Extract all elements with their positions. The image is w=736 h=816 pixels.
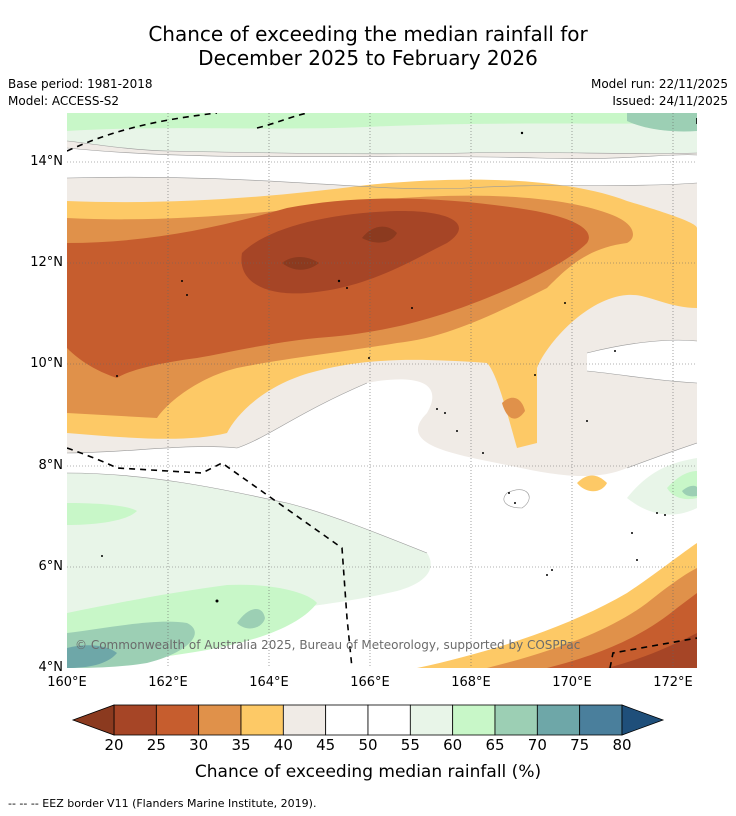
eez-footnote: -- -- -- EEZ border V11 (Flanders Marine… [8,797,317,810]
colorbar-cell [367,704,411,736]
colorbar-tick-label: 65 [485,736,505,754]
lon-label-166e: 166°E [350,675,390,690]
lon-label-170e: 170°E [552,675,592,690]
band-dark-orange-se [547,593,697,668]
colorbar-cell [494,704,538,736]
colorbar-tick-label: 80 [612,736,632,754]
copyright-notice: © Commonwealth of Australia 2025, Bureau… [75,638,581,652]
colorbar-cells [113,704,623,736]
colorbar-over-arrow [621,704,665,736]
lat-label-12n: 12°N [30,255,63,270]
colorbar-cell [198,704,242,736]
islands [101,131,666,603]
colorbar-cell [536,704,581,736]
colorbar-cell [325,704,369,736]
model-run: Model run: 22/11/2025 [590,77,728,91]
patch-blue-sw [67,645,117,668]
core-darkest-1 [362,226,397,243]
colorbar-tick-label: 20 [104,736,124,754]
graticule [67,113,697,668]
colorbar-cell [113,704,157,736]
eez-borders [67,113,697,668]
colorbar [71,704,665,736]
band-brown-se [607,633,697,668]
colorbar-title: Chance of exceeding median rainfall (%) [194,762,542,782]
lon-label-160e: 160°E [47,675,87,690]
title-line-2: December 2025 to February 2026 [198,46,538,70]
colorbar-tick-label: 25 [146,736,166,754]
patch-teal-mid [237,608,265,629]
colorbar-cell [155,704,200,736]
colorbar-tick-label: 60 [443,736,463,754]
colorbar-tick-label: 45 [316,736,336,754]
colorbar-under-arrow [71,704,115,736]
title-line-1: Chance of exceeding the median rainfall … [148,22,588,46]
rainfall-map: © Commonwealth of Australia 2025, Bureau… [67,113,697,668]
lon-label-164e: 164°E [249,675,289,690]
colorbar-tick-label: 50 [358,736,378,754]
colorbar-cell [409,704,454,736]
colorbar-tick-label: 30 [189,736,209,754]
patch-green-west [67,503,137,525]
map-svg [67,113,697,668]
colorbar-tick-label: 35 [231,736,251,754]
patch-light-green-east [627,458,697,515]
colorbar-cell [282,704,327,736]
lon-label-172e: 172°E [653,675,693,690]
base-period: Base period: 1981-2018 [8,77,153,91]
lon-label-168e: 168°E [451,675,491,690]
patch-teal-north [627,113,697,132]
colorbar-cell [579,704,623,736]
lat-label-4n: 4°N [38,660,64,675]
blob-yellow-2 [577,475,607,492]
colorbar-tick-label: 55 [400,736,420,754]
lat-label-10n: 10°N [30,356,63,371]
colorbar-tick-label: 40 [273,736,293,754]
colorbar-cell [452,704,496,736]
issued-date: Issued: 24/11/2025 [612,94,728,108]
band-green-north [67,113,697,131]
lon-label-162e: 162°E [148,675,188,690]
lat-label-8n: 8°N [38,458,64,473]
core-darkest-2 [282,257,319,270]
lat-label-14n: 14°N [30,154,63,169]
colorbar-cell [240,704,284,736]
colorbar-tick-label: 75 [570,736,590,754]
blob-orange-east [502,397,525,419]
core-brown [241,210,459,294]
lat-label-6n: 6°N [38,559,64,574]
patch-teal-east [682,485,697,497]
contour-lines [67,140,697,554]
region-light-green-sw [67,473,431,633]
colorbar-tick-label: 70 [527,736,547,754]
model-name: Model: ACCESS-S2 [8,94,120,108]
